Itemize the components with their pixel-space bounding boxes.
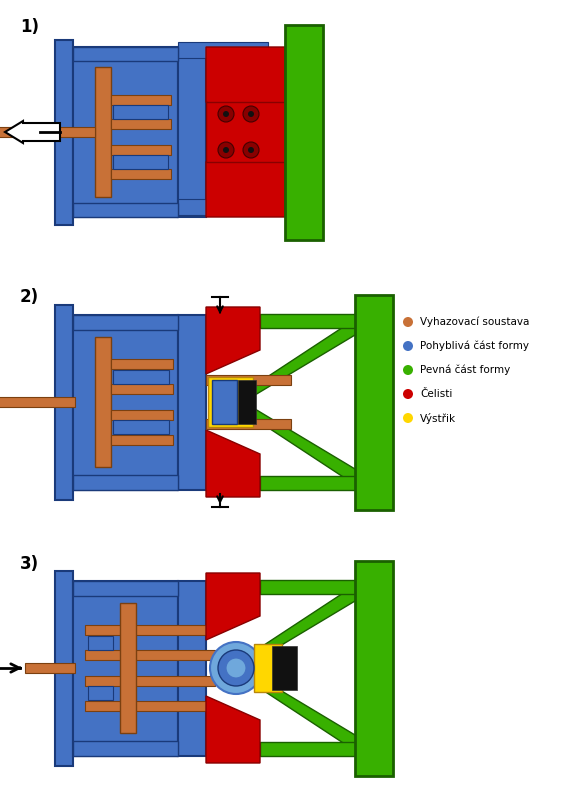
Bar xyxy=(55,40,73,225)
Text: Čelisti: Čelisti xyxy=(420,389,452,399)
Circle shape xyxy=(248,111,254,117)
Bar xyxy=(212,380,237,424)
Text: Pevná část formy: Pevná část formy xyxy=(420,365,510,376)
Circle shape xyxy=(218,106,234,122)
Bar xyxy=(73,475,178,490)
Circle shape xyxy=(223,147,229,153)
Bar xyxy=(111,359,173,369)
Bar xyxy=(111,410,173,420)
Bar xyxy=(73,315,178,330)
Polygon shape xyxy=(255,409,360,488)
Bar xyxy=(178,42,268,58)
Bar xyxy=(85,625,215,635)
Bar xyxy=(111,95,171,105)
Bar xyxy=(85,650,215,660)
Polygon shape xyxy=(255,675,360,754)
Bar xyxy=(111,145,171,155)
Bar xyxy=(111,119,171,129)
Bar xyxy=(113,155,168,169)
Circle shape xyxy=(403,341,413,351)
Circle shape xyxy=(243,142,259,158)
Bar xyxy=(178,199,268,215)
Text: 3): 3) xyxy=(20,555,39,573)
Bar xyxy=(95,67,111,197)
Bar xyxy=(260,580,365,594)
Bar xyxy=(120,603,136,733)
Bar xyxy=(88,636,113,650)
Circle shape xyxy=(403,365,413,375)
Bar xyxy=(25,663,75,673)
Bar xyxy=(111,384,173,394)
FancyArrow shape xyxy=(5,121,60,143)
Bar xyxy=(0,127,95,137)
Bar xyxy=(206,375,291,385)
Bar xyxy=(238,380,256,424)
Polygon shape xyxy=(206,430,260,497)
Bar xyxy=(254,644,282,692)
Bar xyxy=(73,581,178,596)
Bar xyxy=(73,47,178,217)
Circle shape xyxy=(403,317,413,327)
Polygon shape xyxy=(206,573,260,640)
Polygon shape xyxy=(206,307,260,374)
Bar xyxy=(206,102,285,162)
Text: Pohyblivá část formy: Pohyblivá část formy xyxy=(420,340,529,352)
Bar xyxy=(260,476,365,490)
Circle shape xyxy=(218,142,234,158)
Text: 2): 2) xyxy=(20,288,39,306)
Circle shape xyxy=(403,413,413,423)
Bar xyxy=(85,701,215,711)
Polygon shape xyxy=(206,137,285,217)
Bar xyxy=(0,397,75,407)
Polygon shape xyxy=(255,582,360,661)
Bar xyxy=(272,646,297,690)
Text: Výstřik: Výstřik xyxy=(420,412,456,423)
Bar xyxy=(355,561,393,776)
Bar xyxy=(95,337,111,467)
Bar xyxy=(55,305,73,500)
Polygon shape xyxy=(206,696,260,763)
Polygon shape xyxy=(255,316,360,395)
Circle shape xyxy=(226,658,246,678)
Bar xyxy=(113,420,169,434)
Polygon shape xyxy=(206,47,285,127)
Bar xyxy=(73,315,178,490)
Bar xyxy=(208,377,253,427)
Circle shape xyxy=(223,111,229,117)
Bar xyxy=(73,47,178,61)
Bar xyxy=(85,676,215,686)
Bar xyxy=(355,295,393,510)
Bar xyxy=(88,686,113,700)
Circle shape xyxy=(218,650,254,686)
Circle shape xyxy=(248,147,254,153)
Bar xyxy=(111,435,173,445)
Bar xyxy=(260,314,365,328)
Text: Vyhazovací soustava: Vyhazovací soustava xyxy=(420,316,529,328)
Bar xyxy=(178,581,206,756)
Bar xyxy=(113,105,168,119)
Bar xyxy=(113,370,169,384)
Bar xyxy=(111,169,171,179)
Circle shape xyxy=(210,642,262,694)
Text: 1): 1) xyxy=(20,18,39,36)
Bar xyxy=(206,419,291,429)
Circle shape xyxy=(243,106,259,122)
Bar xyxy=(73,581,178,756)
Bar xyxy=(55,571,73,766)
Circle shape xyxy=(403,389,413,399)
Bar xyxy=(178,47,206,217)
Bar xyxy=(260,742,365,756)
Bar xyxy=(178,315,206,490)
Bar xyxy=(73,741,178,756)
Bar xyxy=(285,25,323,240)
Bar xyxy=(73,203,178,217)
